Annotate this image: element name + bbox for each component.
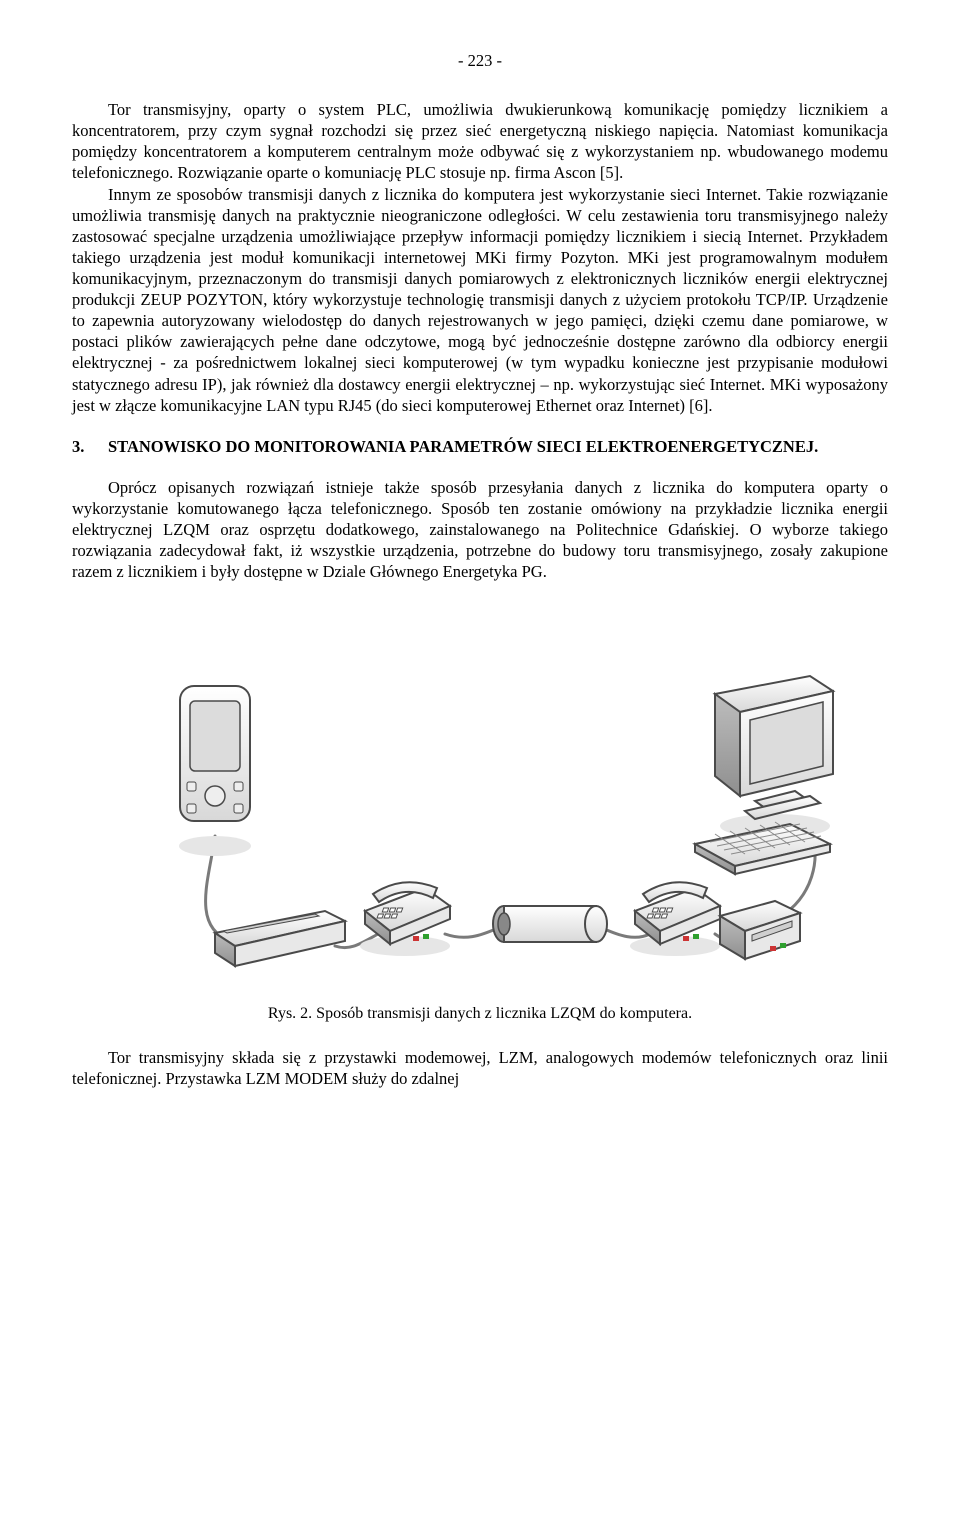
paragraph-3: Oprócz opisanych rozwiązań istnieje takż… bbox=[72, 477, 888, 583]
meter-icon bbox=[215, 911, 345, 966]
section-heading: 3. STANOWISKO DO MONITOROWANIA PARAMETRÓ… bbox=[72, 436, 888, 457]
paragraph-2: Innym ze sposobów transmisji danych z li… bbox=[72, 184, 888, 416]
section-number: 3. bbox=[72, 436, 108, 457]
network-diagram-icon bbox=[120, 616, 840, 986]
line-cylinder-icon bbox=[493, 906, 607, 942]
page-number: - 223 - bbox=[72, 50, 888, 71]
figure-2 bbox=[72, 616, 888, 986]
paragraph-4: Tor transmisyjny składa się z przystawki… bbox=[72, 1047, 888, 1089]
phone1-icon bbox=[360, 883, 450, 957]
pc-monitor-icon bbox=[715, 676, 833, 838]
pda-icon bbox=[179, 686, 251, 856]
figure-2-caption: Rys. 2. Sposób transmisji danych z liczn… bbox=[72, 1004, 888, 1024]
pc-tower-icon bbox=[720, 901, 800, 959]
paragraph-1: Tor transmisyjny, oparty o system PLC, u… bbox=[72, 99, 888, 183]
phone2-icon bbox=[630, 883, 720, 957]
section-title: STANOWISKO DO MONITOROWANIA PARAMETRÓW S… bbox=[108, 436, 888, 457]
